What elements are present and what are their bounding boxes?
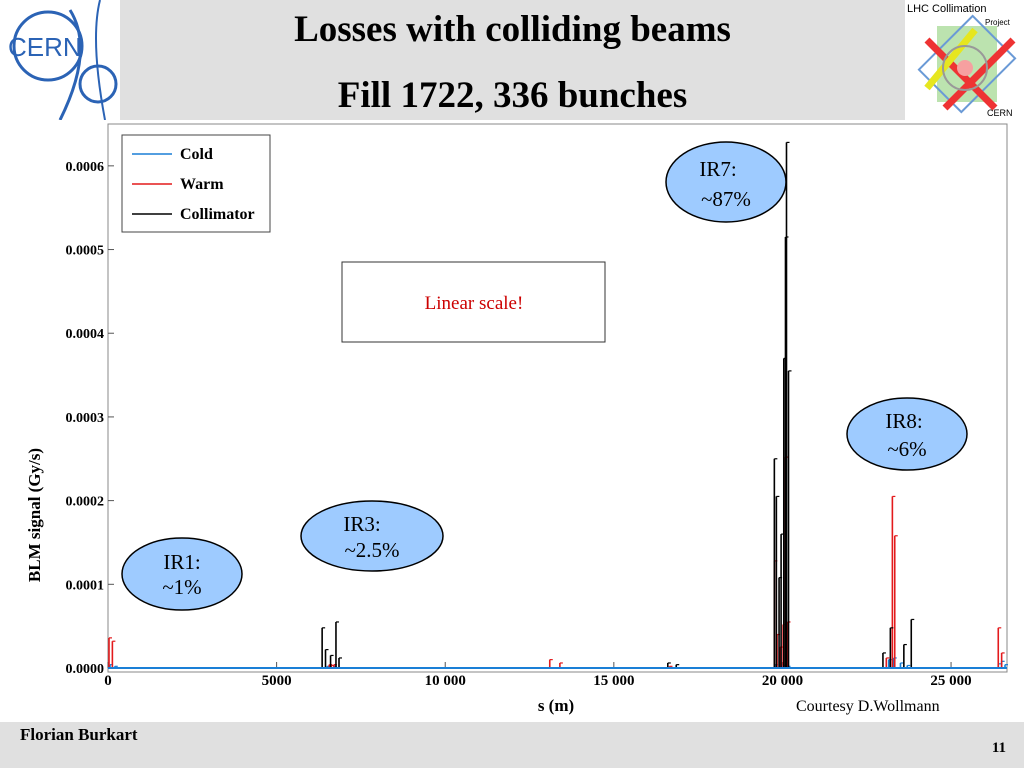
y-tick-label: 0.0003: [66, 411, 105, 426]
slide-title-line1: Losses with colliding beams: [294, 9, 731, 50]
x-tick-label: 20 000: [762, 673, 803, 689]
svg-text:LHC Collimation: LHC Collimation: [907, 3, 986, 15]
slide-header: CERN Losses with colliding beams Fill 17…: [0, 0, 1024, 120]
ir8-bubble: IR8: ~6%: [846, 397, 968, 471]
linear-scale-note: Linear scale!: [341, 261, 606, 343]
svg-text:Linear scale!: Linear scale!: [425, 293, 524, 314]
y-axis-label: BLM signal (Gy/s): [25, 448, 44, 582]
x-axis-label: s (m): [538, 696, 574, 715]
blm-loss-chart: 0.0000 0.0001 0.0002 0.0003 0.0004 0.0005 0.00…: [25, 123, 1009, 715]
series-layer: [108, 141, 1009, 668]
footer-author: Florian Burkart: [20, 725, 138, 744]
y-tick-label: 0.0000: [66, 662, 105, 677]
svg-text:~2.5%: ~2.5%: [344, 538, 399, 562]
svg-text:IR3:: IR3:: [343, 512, 380, 536]
legend-label-collimator: Collimator: [180, 206, 255, 223]
legend: Cold Warm Collimator: [121, 134, 271, 233]
slide-footer: Florian Burkart 11: [0, 722, 1024, 768]
svg-text:~87%: ~87%: [701, 187, 751, 211]
ir7-bubble: IR7: ~87%: [665, 141, 787, 223]
y-tick-label: 0.0005: [66, 244, 105, 259]
legend-label-warm: Warm: [180, 176, 224, 193]
ir1-bubble: IR1: ~1%: [121, 537, 243, 611]
x-tick-label: 0: [104, 673, 112, 689]
svg-text:IR8:: IR8:: [885, 409, 922, 433]
y-tick-label: 0.0006: [66, 160, 105, 175]
x-tick-label: 25 000: [930, 673, 971, 689]
y-tick-label: 0.0001: [66, 578, 105, 593]
legend-label-cold: Cold: [180, 146, 213, 163]
slide-title-line2: Fill 1722, 336 bunches: [337, 75, 688, 116]
svg-text:Project: Project: [985, 18, 1011, 27]
lhc-collimation-logo: LHC Collimation Project CERN: [905, 0, 1024, 120]
svg-text:CERN: CERN: [8, 32, 82, 62]
svg-text:CERN: CERN: [987, 108, 1013, 118]
series-collimator: [321, 141, 915, 668]
courtesy-note: Courtesy D.Wollmann: [796, 698, 940, 715]
svg-text:~6%: ~6%: [887, 437, 926, 461]
svg-text:IR1:: IR1:: [163, 550, 200, 574]
x-axis: 0 5000 10 000 15 000 20 000 25 000: [104, 662, 972, 689]
page-number: 11: [991, 740, 1006, 756]
y-axis: 0.0000 0.0001 0.0002 0.0003 0.0004 0.0005 0.00…: [66, 160, 114, 677]
ir3-bubble: IR3: ~2.5%: [300, 500, 444, 572]
svg-text:~1%: ~1%: [162, 575, 201, 599]
cern-logo: CERN: [0, 0, 120, 120]
header-band: [120, 0, 905, 120]
svg-text:IR7:: IR7:: [699, 157, 736, 181]
x-tick-label: 5000: [262, 673, 292, 689]
y-tick-label: 0.0004: [66, 327, 105, 342]
y-tick-label: 0.0002: [66, 495, 105, 510]
x-tick-label: 15 000: [593, 673, 634, 689]
x-tick-label: 10 000: [425, 673, 466, 689]
